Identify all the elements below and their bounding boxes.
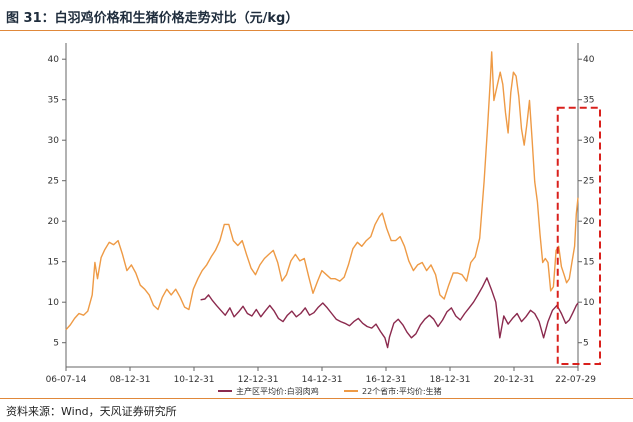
y-tick-label-left: 15: [48, 258, 59, 268]
y-tick-label-right: 40: [583, 55, 595, 65]
y-tick-label-left: 25: [48, 177, 59, 187]
y-tick-label-right: 25: [583, 177, 594, 187]
y-tick-label-right: 10: [583, 298, 595, 308]
x-tick-label: 20-12-31: [494, 375, 535, 385]
source-divider: [0, 398, 633, 399]
y-tick-label-left: 20: [48, 217, 60, 227]
highlight-annotation: [556, 106, 602, 366]
y-tick-label-left: 10: [48, 298, 60, 308]
y-tick-label-right: 30: [583, 136, 595, 146]
y-tick-label-right: 20: [583, 217, 595, 227]
x-tick-label: 12-12-31: [238, 375, 279, 385]
x-tick-label: 10-12-31: [174, 375, 215, 385]
x-tick-label: 08-12-31: [110, 375, 151, 385]
hog-price-line: [65, 51, 579, 331]
highlight-box: [556, 106, 602, 366]
x-tick-label: 18-12-31: [430, 375, 471, 385]
x-tick-label: 16-12-31: [366, 375, 407, 385]
line-chart: 5 5 10 10 15 15 20 20 25 25 30 30 35 35 40 40 06-07-14 08…: [46, 43, 602, 396]
legend-label-chicken: 主产区平均价:白羽肉鸡: [236, 386, 319, 396]
source-note: 资料来源：Wind，天风证券研究所: [6, 405, 177, 418]
x-tick-label: 06-07-14: [46, 375, 87, 385]
y-tick-label-right: 35: [583, 96, 594, 106]
y-tick-label-left: 5: [53, 339, 59, 349]
y-tick-label-right: 5: [583, 339, 589, 349]
y-tick-label-left: 30: [48, 136, 60, 146]
y-tick-label-left: 35: [48, 96, 59, 106]
title-divider: [0, 30, 633, 31]
chicken-price-line: [200, 277, 579, 349]
axes: 5 5 10 10 15 15 20 20 25 25 30 30 35 35 40 40 06-07-14 08…: [46, 43, 596, 385]
legend: 主产区平均价:白羽肉鸡 22个省市:平均价:生猪: [218, 386, 442, 396]
y-tick-label-right: 15: [583, 258, 594, 268]
legend-label-hog: 22个省市:平均价:生猪: [362, 386, 442, 396]
x-tick-label: 14-12-31: [302, 375, 343, 385]
y-tick-label-left: 40: [48, 55, 60, 65]
x-tick-label: 22-07-29: [555, 375, 596, 385]
figure-title: 图 31：白羽鸡价格和生猪价格走势对比（元/kg）: [6, 11, 299, 26]
series-group: [65, 51, 579, 349]
